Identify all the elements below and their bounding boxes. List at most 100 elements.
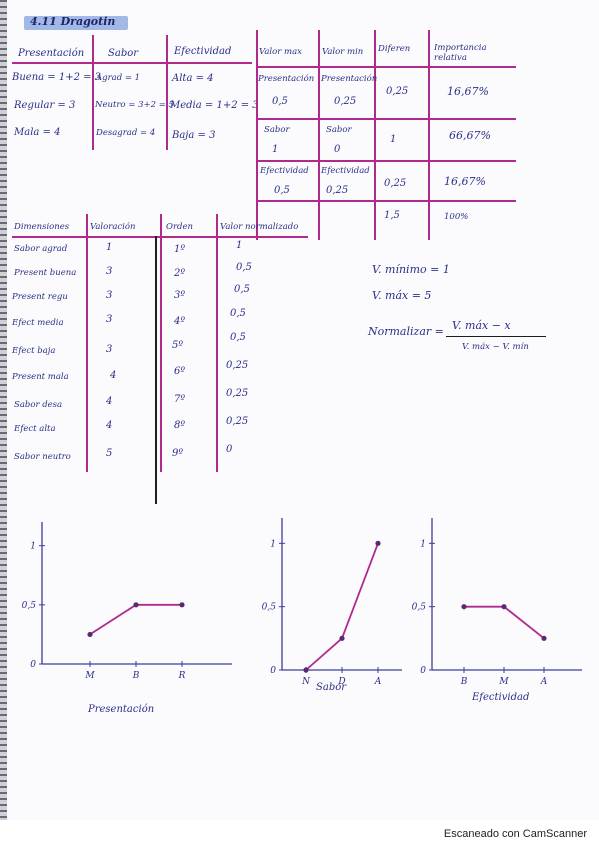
table3-row-dim: Present regu (12, 292, 68, 302)
table3-row-dim: Present buena (14, 268, 77, 278)
table3-pen-line (155, 236, 157, 504)
table1-efect-baja: Baja = 3 (172, 130, 216, 141)
table3-row-val: 4 (106, 420, 113, 431)
table3-header-norm: Valor normalizado (220, 222, 299, 232)
page-title: 4.11 Dragotin (30, 15, 116, 28)
table3-row-norm: 0,5 (230, 308, 246, 319)
table3-row-norm: 0,25 (226, 360, 249, 371)
table3-row-dim: Efect alta (14, 424, 56, 434)
table1-efect-alta: Alta = 4 (172, 73, 214, 84)
table1-header-rule (12, 62, 252, 64)
y-tick-label: 1 (30, 542, 36, 552)
table3-row-ord: 1º (174, 244, 186, 255)
x-axis-title: Presentación (87, 704, 154, 715)
table3-row-ord: 5º (172, 340, 184, 351)
table3-row-val: 4 (110, 370, 117, 381)
series-line (305, 543, 379, 671)
table3-row-ord: 6º (174, 366, 186, 377)
table1-sabor-agrad: Agrad = 1 (96, 73, 141, 83)
table2-r1-max-value: 0,5 (272, 96, 288, 107)
table3-header-ord: Orden (166, 222, 193, 232)
x-tick-label: M (84, 671, 95, 681)
data-point (461, 604, 467, 610)
x-tick-label: B (460, 677, 468, 687)
table2-r2-rel: 66,67% (449, 129, 491, 142)
y-tick-label: 1 (420, 539, 426, 549)
table1-sabor-neutro: Neutro = 3+2 = 5 (95, 100, 174, 110)
table1-presentacion-mala: Mala = 4 (14, 127, 61, 138)
table3-row-val: 3 (106, 314, 113, 325)
table1-header-sabor: Sabor (108, 48, 139, 59)
data-point (303, 667, 309, 673)
scan-footer-strip (0, 820, 599, 848)
table3-row-norm: 0,5 (230, 332, 246, 343)
table2-divider-1 (318, 30, 320, 240)
formula-vmax: V. máx = 5 (372, 289, 432, 302)
data-point (339, 635, 345, 641)
table2-r3-rel: 16,67% (444, 175, 486, 188)
table2-r2-min-label: Sabor (326, 125, 352, 135)
table2-r3-min-label: Efectividad (321, 166, 370, 176)
formula-norm-label: Normalizar = (368, 325, 444, 338)
table3-row-norm: 0,5 (234, 284, 250, 295)
data-point (87, 631, 93, 638)
notebook-page (0, 0, 599, 820)
table2-total-diff: 1,5 (384, 210, 400, 221)
x-tick-label: A (374, 677, 382, 687)
table3-divider-3 (216, 214, 218, 472)
table3-row-val: 4 (106, 396, 113, 407)
table3-row-norm: 0,5 (236, 262, 252, 273)
table3-row-ord: 9º (172, 448, 184, 459)
title-highlight (24, 16, 128, 30)
table3-row-val: 3 (106, 266, 113, 277)
table3-header-dim: Dimensiones (14, 222, 70, 232)
x-tick-label: A (540, 677, 548, 687)
table1-header-efectividad: Efectividad (174, 46, 232, 57)
table3-row-norm: 0 (226, 444, 233, 455)
table3-row-val: 1 (106, 242, 113, 253)
table3-row-norm: 0,25 (226, 416, 249, 427)
table1-efect-media: Media = 1+2 = 3 (170, 100, 259, 111)
x-tick-label: N (301, 677, 311, 687)
table2-header-rel: Importancia relativa (434, 43, 487, 63)
table3-row-ord: 3º (174, 290, 186, 301)
charts-panel: 0 0,5 1 M B R Presentación 0 0,5 1 N D A Sabor 0 0,5 1 B M… (22, 518, 582, 715)
table2-header-rule (256, 66, 516, 68)
data-point (133, 602, 139, 608)
table3-row-ord: 7º (174, 394, 186, 405)
table2-total-rel: 100% (444, 212, 469, 222)
table3-row-dim: Efect media (12, 318, 64, 328)
x-axis-title: Efectividad (471, 692, 529, 703)
y-tick-label: 0 (30, 660, 36, 670)
table3-row-ord: 4º (174, 316, 186, 327)
table2-r1-rel: 16,67% (447, 85, 489, 98)
table3-row-dim: Efect baja (12, 346, 56, 356)
table3-row-val: 3 (106, 290, 113, 301)
data-point (179, 602, 185, 608)
x-tick-label: D (337, 677, 345, 687)
x-axis-title: Sabor (316, 682, 347, 693)
table2-row-rule-1 (256, 118, 516, 120)
table3-row-dim: Sabor desa (14, 400, 63, 410)
table3-divider-1 (86, 214, 88, 472)
table2-r2-diff: 1 (390, 134, 397, 145)
table3-row-norm: 0,25 (226, 388, 249, 399)
table1-presentacion-regular: Regular = 3 (14, 100, 76, 111)
data-point (375, 540, 381, 546)
table2-header-max: Valor max (259, 47, 302, 57)
table3-divider-2 (160, 214, 162, 472)
table1-header-presentacion: Presentación (18, 48, 85, 59)
table2-header-diff: Diferen (378, 44, 411, 54)
table1-divider-2 (166, 35, 168, 150)
table3-row-dim: Sabor neutro (14, 452, 71, 462)
table3-row-dim: Sabor agrad (14, 244, 68, 254)
table2-r2-min-value: 0 (334, 144, 341, 155)
table2-r3-max-value: 0,5 (274, 185, 290, 196)
table2-r2-max-value: 1 (272, 144, 279, 155)
x-tick-label: R (178, 671, 186, 681)
formula-vmin: V. mínimo = 1 (372, 263, 450, 276)
series-line (89, 603, 182, 636)
table3-row-dim: Present mala (12, 372, 69, 382)
formula-numerator: V. máx − x (452, 319, 511, 332)
table3-row-norm: 1 (236, 240, 243, 251)
